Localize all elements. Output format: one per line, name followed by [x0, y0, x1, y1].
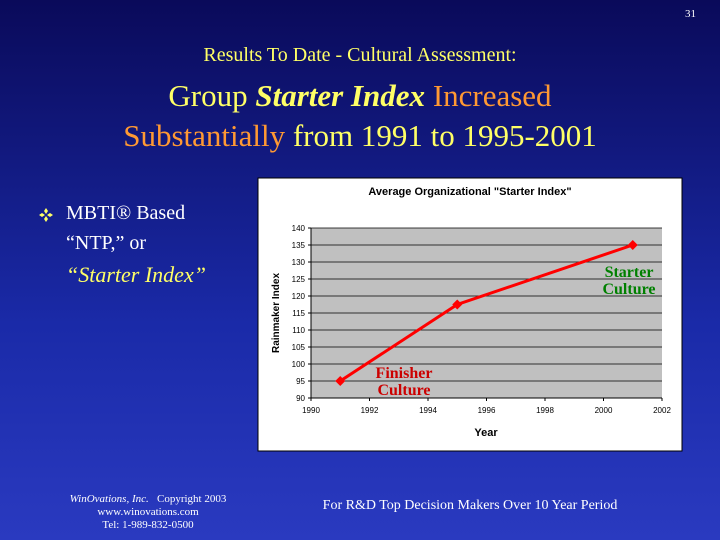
bullet-text: “Starter Index” [66, 262, 206, 287]
x-tick-label: 1990 [302, 406, 320, 415]
y-tick-label: 120 [292, 292, 306, 301]
note: For R&D Top Decision Makers Over 10 Year… [322, 498, 618, 513]
annotation: Finisher [376, 365, 433, 382]
y-tick-label: 140 [292, 224, 306, 233]
x-tick-label: 2000 [595, 406, 613, 415]
chart-title: Average Organizational "Starter Index" [368, 186, 571, 198]
x-tick-label: 2002 [653, 406, 671, 415]
bullet-text: MBTI® Based [66, 202, 186, 224]
annotation: Culture [377, 382, 430, 399]
y-axis-label: Rainmaker Index [271, 273, 282, 353]
data-point [627, 240, 638, 250]
annotation: Starter [605, 264, 654, 281]
x-tick-label: 1994 [419, 406, 437, 415]
y-tick-label: 110 [292, 326, 305, 335]
title-line: Group Starter Index Increased [0, 78, 720, 114]
title-line: Substantially from 1991 to 1995-2001 [0, 118, 720, 154]
bullet-icon [39, 208, 53, 222]
y-tick-label: 95 [296, 377, 305, 386]
data-point [452, 299, 463, 310]
footer-phone: Tel: 1-989-832-0500 [102, 519, 194, 531]
title-part: Substantially [123, 118, 286, 153]
y-tick-label: 130 [292, 258, 306, 267]
annotation: Culture [602, 281, 655, 298]
title-part: Increased [432, 78, 552, 113]
title-part: Starter Index [255, 78, 426, 113]
y-tick-label: 135 [292, 241, 306, 250]
company: WinOvations, Inc. [69, 493, 149, 505]
subtitle: Results To Date - Cultural Assessment: [203, 44, 517, 66]
footer-web: www.winovations.com [97, 506, 199, 518]
y-tick-label: 100 [292, 360, 306, 369]
copyright: Copyright 2003 [157, 493, 227, 505]
footer-line: WinOvations, Inc. Copyright 2003 [48, 493, 248, 505]
title-part: from 1991 to 1995-2001 [292, 118, 597, 153]
x-tick-label: 1992 [361, 406, 379, 415]
y-tick-label: 115 [292, 309, 305, 318]
data-point [335, 376, 346, 386]
x-tick-label: 1996 [478, 406, 496, 415]
x-tick-label: 1998 [536, 406, 554, 415]
y-tick-label: 90 [296, 394, 305, 403]
x-axis-label: Year [474, 427, 498, 439]
title-part: Group [168, 78, 248, 113]
bullet-text: “NTP,” or [66, 232, 146, 254]
y-tick-label: 125 [292, 275, 306, 284]
page-number: 31 [685, 8, 696, 20]
y-tick-label: 105 [292, 343, 306, 352]
